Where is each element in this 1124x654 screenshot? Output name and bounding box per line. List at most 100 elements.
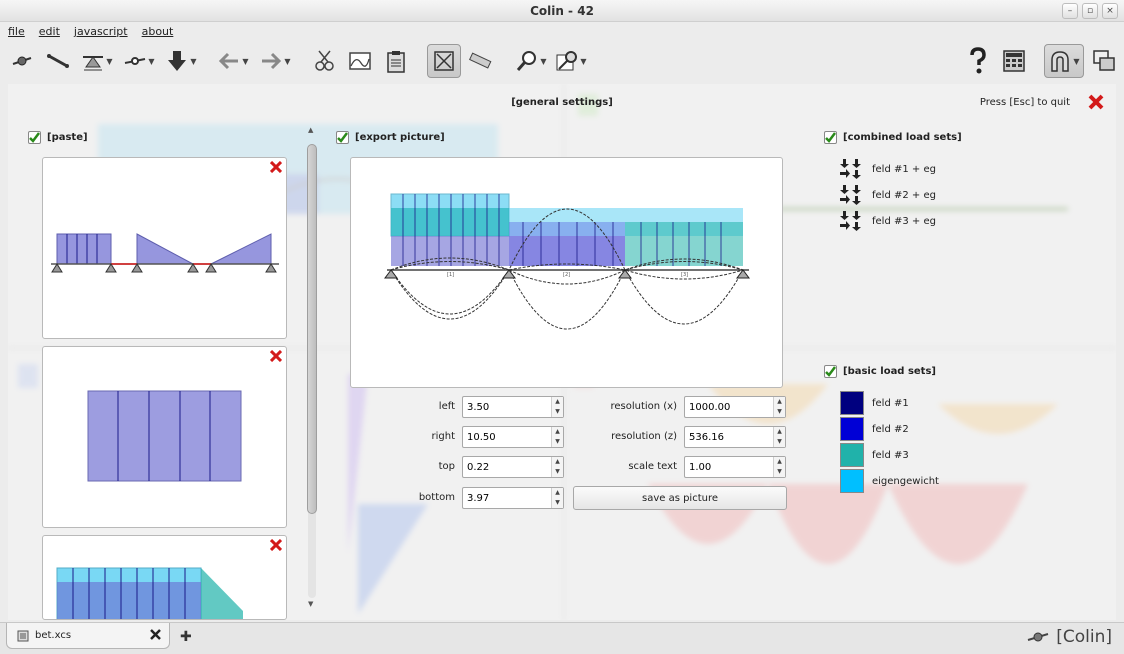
cut-button[interactable] (310, 44, 338, 78)
add-tab-button[interactable]: ✚ (180, 629, 192, 645)
left-spinbox[interactable]: ▲▼ (462, 396, 564, 418)
paste-scrollbar[interactable]: ▲ ▼ (306, 126, 318, 608)
resolution-x-spinbox[interactable]: ▲▼ (684, 396, 786, 418)
support-tool-button[interactable]: ▼ (80, 44, 114, 78)
resolution-z-spin-arrows[interactable]: ▲ ▼ (773, 427, 785, 447)
windows-button[interactable] (1090, 44, 1118, 78)
file-tab[interactable]: bet.xcs (6, 623, 170, 649)
redo-dropdown-icon[interactable]: ▼ (284, 56, 291, 66)
beam-tool-button[interactable] (44, 44, 72, 78)
probe-dropdown-icon[interactable]: ▼ (580, 56, 587, 66)
menu-edit[interactable]: edit (38, 25, 60, 38)
left-input[interactable] (463, 397, 551, 417)
basic-item-3[interactable]: feld #3 (840, 443, 909, 467)
windows-icon (1093, 50, 1115, 71)
combined-item-1[interactable]: feld #1 + eg (840, 158, 936, 180)
top-spin-arrows[interactable]: ▲ ▼ (551, 457, 563, 477)
bottom-input[interactable] (463, 488, 551, 508)
menu-about[interactable]: about (141, 25, 174, 38)
redo-button[interactable]: ▼ (258, 44, 292, 78)
delete-preview-3-button[interactable] (269, 538, 283, 554)
support-dropdown-icon[interactable]: ▼ (106, 56, 113, 66)
measure-button[interactable] (466, 44, 494, 78)
undo-button[interactable]: ▼ (216, 44, 250, 78)
zoom-dropdown-icon[interactable]: ▼ (540, 56, 547, 66)
combined-item-2[interactable]: feld #2 + eg (840, 184, 936, 206)
basic-item-2[interactable]: feld #2 (840, 417, 909, 441)
hinge-dropdown-icon[interactable]: ▼ (148, 56, 155, 66)
paste-button[interactable] (382, 44, 410, 78)
paste-preview-3[interactable] (42, 535, 287, 620)
top-input[interactable] (463, 457, 551, 477)
paste-preview-1[interactable] (42, 157, 287, 339)
paste-preview-2[interactable] (42, 346, 287, 528)
bottom-spin-arrows[interactable]: ▲ ▼ (551, 488, 563, 508)
beam-tool-icon (47, 54, 69, 68)
fit-view-button[interactable] (427, 44, 461, 78)
combined-checkbox[interactable] (824, 131, 837, 144)
resolution-z-input[interactable] (685, 427, 773, 447)
combined-item-3[interactable]: feld #3 + eg (840, 210, 936, 232)
scale-text-input[interactable] (685, 457, 773, 477)
probe-button[interactable]: ▼ (554, 44, 588, 78)
export-preview[interactable]: [1] [2] [3] (350, 157, 783, 388)
paste-preview-2-drawing (87, 390, 242, 482)
right-spin-arrows[interactable]: ▲ ▼ (551, 427, 563, 447)
beam-label-3: [3] (681, 272, 688, 278)
left-spin-arrows[interactable]: ▲ ▼ (551, 397, 563, 417)
right-label: right (431, 431, 456, 442)
export-checkbox[interactable] (336, 131, 349, 144)
delete-preview-2-button[interactable] (269, 349, 283, 365)
color-swatch-feld-3[interactable] (840, 443, 864, 467)
hinge-tool-button[interactable]: ▼ (122, 44, 156, 78)
brand: [Colin] (1026, 627, 1112, 647)
checkmark-icon (337, 132, 348, 143)
color-swatch-feld-2[interactable] (840, 417, 864, 441)
resolution-x-spin-arrows[interactable]: ▲ ▼ (773, 397, 785, 417)
scroll-down-icon[interactable]: ▼ (308, 600, 314, 608)
bottom-spinbox[interactable]: ▲▼ (462, 487, 564, 509)
top-label: top (438, 461, 455, 472)
delete-preview-1-button[interactable] (269, 160, 283, 176)
basic-item-4-label: eigengewicht (872, 475, 939, 487)
help-button[interactable] (966, 44, 990, 78)
maximize-button[interactable]: ▫ (1082, 3, 1098, 19)
snap-dropdown-icon[interactable]: ▼ (1073, 56, 1080, 66)
support-tool-icon (83, 56, 104, 71)
undo-dropdown-icon[interactable]: ▼ (242, 56, 249, 66)
export-image-button[interactable] (346, 44, 374, 78)
basic-item-1[interactable]: feld #1 (840, 391, 909, 415)
load-tool-button[interactable]: ▼ (164, 44, 198, 78)
snap-button[interactable]: ▼ (1044, 44, 1084, 78)
quit-settings-button[interactable] (1088, 94, 1104, 113)
window-controls: – ▫ × (1062, 3, 1118, 19)
color-swatch-eigengewicht[interactable] (840, 469, 864, 493)
resolution-x-input[interactable] (685, 397, 773, 417)
node-tool-button[interactable] (8, 44, 36, 78)
scale-text-spin-arrows[interactable]: ▲ ▼ (773, 457, 785, 477)
basic-item-4[interactable]: eigengewicht (840, 469, 939, 493)
close-tab-button[interactable] (150, 629, 161, 643)
help-icon (970, 47, 986, 74)
paste-checkbox[interactable] (28, 131, 41, 144)
right-spinbox[interactable]: ▲▼ (462, 426, 564, 448)
menu-javascript[interactable]: javascript (73, 25, 128, 38)
top-spinbox[interactable]: ▲▼ (462, 456, 564, 478)
scroll-up-icon[interactable]: ▲ (308, 126, 314, 134)
close-icon (150, 629, 161, 640)
right-input[interactable] (463, 427, 551, 447)
color-swatch-feld-1[interactable] (840, 391, 864, 415)
close-window-button[interactable]: × (1102, 3, 1118, 19)
calculator-button[interactable] (1000, 44, 1028, 78)
minimize-button[interactable]: – (1062, 3, 1078, 19)
zoom-button[interactable]: ▼ (514, 44, 548, 78)
save-as-picture-button[interactable]: save as picture (573, 486, 787, 510)
close-icon (269, 349, 283, 363)
load-dropdown-icon[interactable]: ▼ (190, 56, 197, 66)
checkmark-icon (29, 132, 40, 143)
menu-file[interactable]: file (8, 25, 25, 38)
scale-text-spinbox[interactable]: ▲▼ (684, 456, 786, 478)
basic-checkbox[interactable] (824, 365, 837, 378)
scroll-thumb[interactable] (307, 144, 317, 514)
resolution-z-spinbox[interactable]: ▲▼ (684, 426, 786, 448)
